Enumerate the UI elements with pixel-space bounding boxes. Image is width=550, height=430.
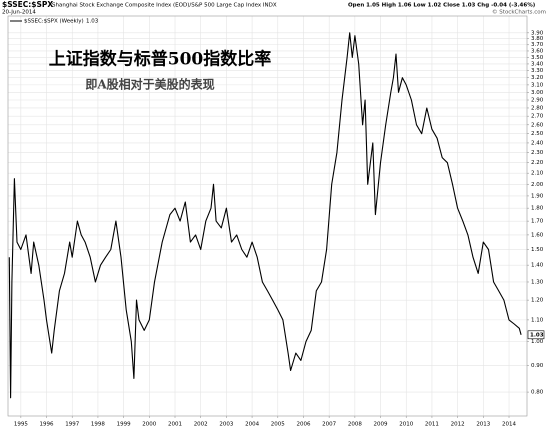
x-tick-label: 2007 [322,422,336,428]
x-tick-label: 2012 [451,422,465,428]
x-tick-label: 2003 [219,422,233,428]
y-tick-label: 1.10 [531,317,544,323]
y-tick-label: 1.40 [531,263,544,269]
description: Shanghai Stock Exchange Composite Index … [52,3,277,9]
y-tick-label: 3.50 [531,55,544,61]
y-tick-label: 2.20 [531,160,544,166]
y-tick-label: 2.30 [531,150,544,156]
x-tick-label: 2004 [245,422,259,428]
watermark: © StockCharts.com [492,9,546,16]
y-tick-label: 2.90 [531,98,544,104]
quote: Open 1.05 High 1.06 Low 1.02 Close 1.03 … [348,3,536,9]
y-tick-label: 1.50 [531,247,544,253]
legend-label: $SSEC:$SPX (Weekly) [24,19,84,25]
y-tick-label: 0.90 [531,363,544,369]
annotation-subtitle: 即A股相对于美股的表现 [85,77,214,92]
x-tick-label: 2009 [374,422,388,428]
y-tick-label: 2.80 [531,105,544,111]
y-tick-label: 2.70 [531,114,544,120]
x-tick-label: 2006 [296,422,310,428]
last-value-box [527,330,545,340]
y-tick-label: 3.80 [531,36,544,42]
x-tick-label: 2005 [271,422,285,428]
y-tick-label: 1.90 [531,193,544,199]
x-tick-label: 2000 [142,422,156,428]
plot-frame [7,15,528,417]
y-tick-label: 1.30 [531,279,544,285]
y-tick-label: 2.00 [531,182,544,188]
y-tick-label: 2.10 [531,171,544,177]
x-tick-label: 1999 [117,422,131,428]
y-tick-label: 3.40 [531,61,544,67]
x-tick-label: 2001 [168,422,182,428]
y-tick-label: 3.00 [531,90,544,96]
x-tick-label: 2013 [476,422,490,428]
x-tick-label: 2010 [399,422,413,428]
date: 20-Jun-2014 [2,10,36,16]
y-tick-label: 3.70 [531,42,544,48]
x-tick-label: 2011 [425,422,439,428]
y-tick-label: 2.40 [531,140,544,146]
y-tick-label: 2.50 [531,131,544,137]
y-tick-label: 3.60 [531,48,544,54]
line [8,32,522,399]
symbol: $SSEC:$SPX [2,0,53,9]
y-tick-label: 3.30 [531,68,544,74]
y-tick-label: 1.20 [531,298,544,304]
y-tick-label: 1.00 [531,339,544,345]
x-tick-label: 1998 [91,422,105,428]
y-tick-label: 3.90 [531,30,544,36]
x-tick-label: 2008 [348,422,362,428]
last-value-label: 1.03 [530,332,544,338]
annotation-title: 上证指数与标普500指数比率 [49,49,272,70]
x-tick-label: 1996 [40,422,54,428]
y-tick-label: 3.10 [531,82,544,88]
legend-value: 1.03 [86,19,99,25]
y-tick-label: 1.60 [531,232,544,238]
x-tick-label: 2002 [194,422,208,428]
y-tick-label: 1.70 [531,219,544,225]
y-tick-label: 1.80 [531,206,544,212]
y-tick-label: 0.80 [531,390,544,396]
x-tick-label: 1995 [14,422,28,428]
y-tick-label: 3.20 [531,75,544,81]
x-tick-label: 1997 [65,422,79,428]
y-tick-label: 2.60 [531,122,544,128]
x-tick-label: 2014 [502,422,516,428]
